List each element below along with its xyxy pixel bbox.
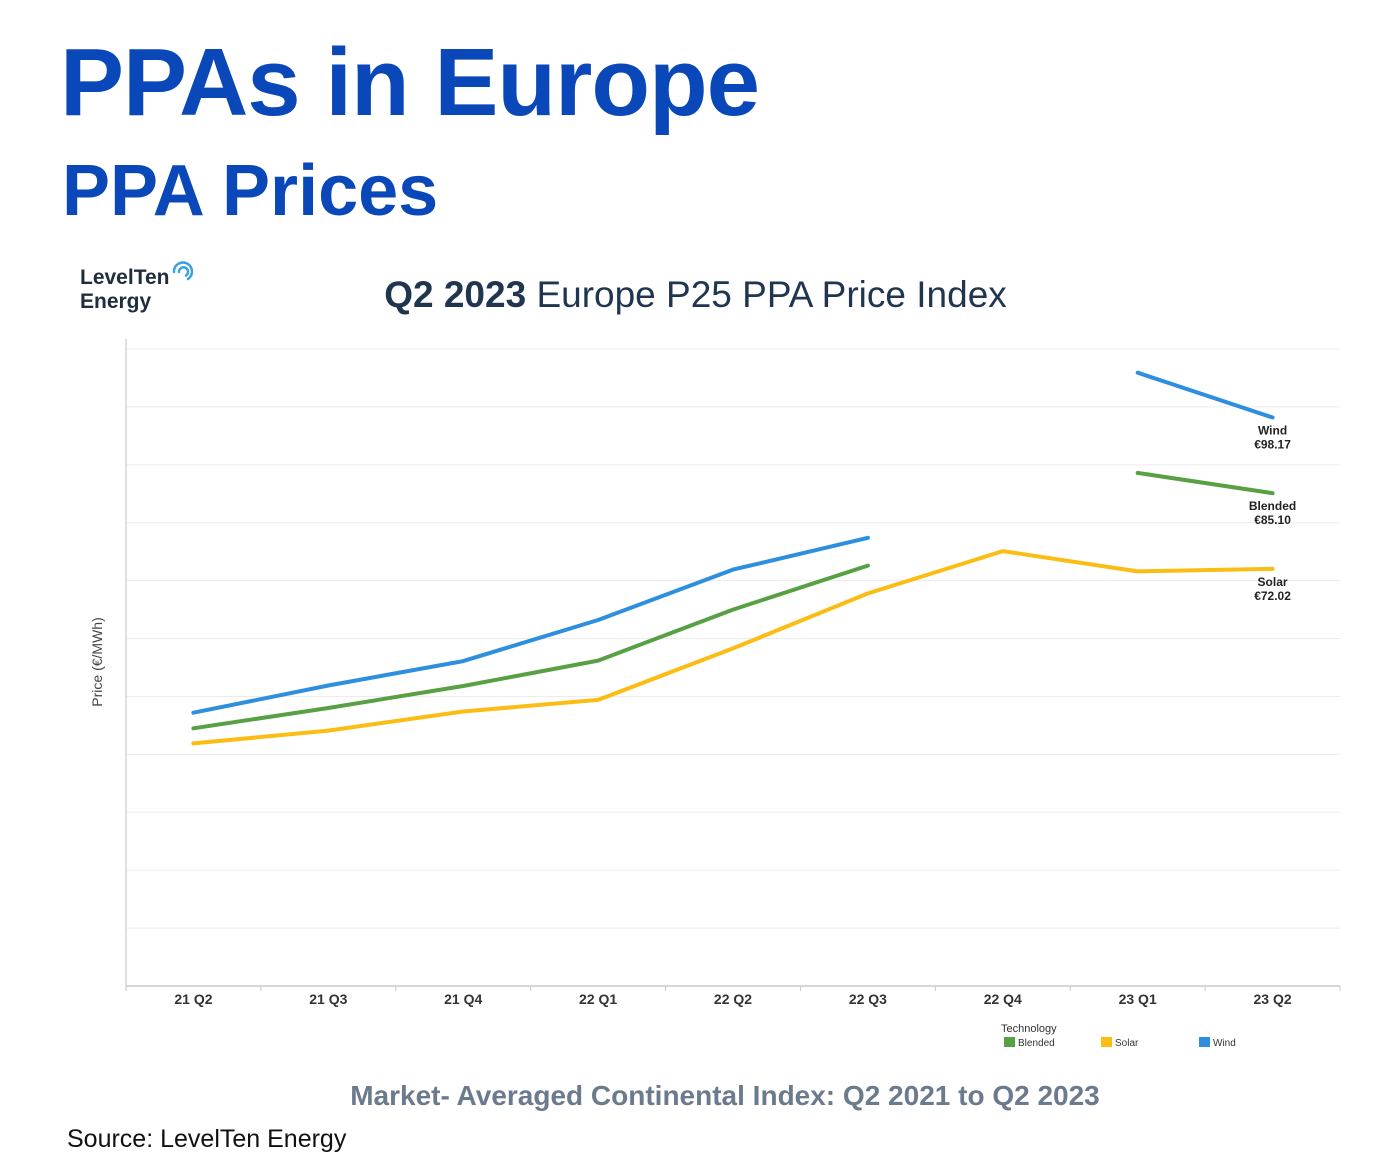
end-label-name: Solar — [1258, 575, 1288, 589]
page-title: PPAs in Europe — [60, 29, 760, 136]
chart-title-rest: Europe P25 PPA Price Index — [526, 274, 1007, 315]
series-line-wind — [1135, 370, 1275, 420]
series-lines — [191, 370, 1275, 746]
end-label-value: €72.02 — [1254, 589, 1291, 603]
x-tick-label: 23 Q2 — [1253, 991, 1291, 1007]
leveltel-logo: LevelTen Energy — [80, 258, 210, 318]
end-label-name: Wind — [1258, 424, 1287, 438]
series-line-blended — [1135, 470, 1275, 496]
legend-label-wind: Wind — [1213, 1038, 1236, 1049]
x-tick-labels: 21 Q2 21 Q3 21 Q4 22 Q1 22 Q2 22 Q3 22 Q4 23 Q1… — [174, 991, 1291, 1007]
x-tick-label: 23 Q1 — [1119, 991, 1157, 1007]
x-tick-label: 22 Q3 — [849, 991, 887, 1007]
series-end-labels: Blended€85.10 Solar€72.02 Wind€98.17 — [1249, 424, 1296, 603]
x-tick-label: 22 Q2 — [714, 991, 752, 1007]
x-tick-label: 22 Q4 — [984, 991, 1022, 1007]
legend-label-solar: Solar — [1115, 1038, 1139, 1049]
x-tick-label: 21 Q2 — [174, 991, 212, 1007]
legend-swatch-wind — [1199, 1037, 1210, 1047]
chart-caption: Market- Averaged Continental Index: Q2 2… — [350, 1080, 1100, 1111]
end-label-value: €98.17 — [1254, 438, 1291, 452]
legend-title: Technology — [1001, 1023, 1057, 1035]
series-line-solar — [191, 549, 1275, 746]
legend: Technology Blended Solar Wind — [1001, 1023, 1236, 1049]
swirl-icon — [172, 261, 194, 281]
axes — [125, 339, 1341, 991]
chart-title-bold: Q2 2023 — [384, 274, 527, 315]
source-note: Source: LevelTen Energy — [67, 1125, 347, 1153]
x-tick-label: 22 Q1 — [579, 991, 617, 1007]
logo-line2: Energy — [80, 290, 152, 313]
x-tick-label: 21 Q3 — [309, 991, 347, 1007]
legend-label-blended: Blended — [1018, 1038, 1055, 1049]
series-line-blended — [191, 563, 870, 731]
end-label-value: €85.10 — [1254, 513, 1291, 527]
logo-text: LevelTen Energy — [80, 266, 169, 314]
page-subtitle: PPA Prices — [62, 151, 439, 231]
chart-title: Q2 2023 Europe P25 PPA Price Index — [0, 274, 1391, 316]
end-label-name: Blended — [1249, 499, 1296, 513]
gridlines — [126, 348, 1340, 929]
logo-line1: LevelTen — [80, 266, 170, 289]
legend-swatch-blended — [1004, 1037, 1015, 1047]
y-axis-label: Price (€/MWh) — [89, 617, 105, 706]
series-line-wind — [191, 535, 870, 715]
legend-swatch-solar — [1101, 1037, 1112, 1047]
x-tick-label: 21 Q4 — [444, 991, 482, 1007]
